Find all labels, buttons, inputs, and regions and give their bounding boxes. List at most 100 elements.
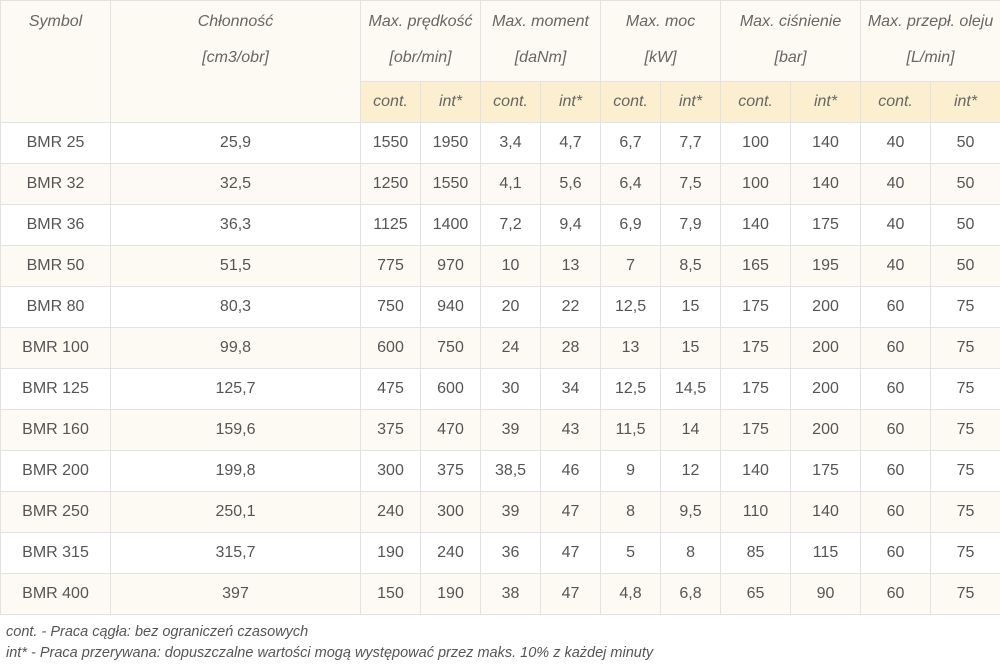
cell-value: 24 (480, 327, 542, 369)
cell-displacement: 51,5 (110, 245, 361, 287)
cell-value: 9,4 (540, 204, 602, 246)
cell-value: 175 (720, 327, 792, 369)
cell-value: 38 (480, 573, 542, 615)
cell-value: 140 (720, 204, 792, 246)
subheader-cont: cont. (600, 81, 662, 123)
cell-value: 39 (480, 491, 542, 533)
header-speed: Max. prędkość [obr/min] (359, 0, 482, 82)
cell-value: 240 (419, 532, 482, 574)
footnote-cont: cont. - Praca cągła: bez ograniczeń czas… (6, 624, 309, 640)
cell-symbol: BMR 25 (0, 122, 111, 164)
cell-value: 20 (480, 286, 542, 328)
cell-value: 1550 (419, 163, 482, 205)
cell-value: 12 (660, 450, 722, 492)
table-row: BMR 80 80,3 750 940 20 22 12,5 15 175 200 60 75 (0, 286, 1000, 328)
subheader-int: int* (660, 81, 722, 123)
cell-value: 1125 (360, 204, 421, 246)
cell-displacement: 36,3 (110, 204, 361, 246)
header-displacement: Chłonność [cm3/obr] (110, 0, 361, 123)
header-symbol: Symbol (0, 0, 111, 123)
cell-value: 4,8 (600, 573, 662, 615)
cell-value: 46 (540, 450, 602, 492)
cell-value: 85 (720, 532, 792, 574)
header-pressure-title: Max. ciśnienie (739, 13, 842, 30)
cell-value: 7 (600, 245, 662, 287)
cell-value: 60 (860, 573, 932, 615)
cell-value: 75 (930, 532, 1000, 574)
cell-value: 600 (360, 327, 421, 369)
cell-value: 47 (540, 491, 602, 533)
cell-value: 60 (860, 409, 932, 451)
cell-value: 3,4 (480, 122, 542, 164)
cell-value: 175 (720, 368, 792, 410)
cell-value: 1250 (360, 163, 421, 205)
cell-displacement: 250,1 (110, 491, 361, 533)
table-row: BMR 200 199,8 300 375 38,5 46 9 12 140 175 60 75 (0, 450, 1000, 492)
cell-value: 50 (930, 122, 1000, 164)
header-pressure: Max. ciśnienie [bar] (720, 0, 862, 82)
cell-value: 7,7 (660, 122, 722, 164)
cell-value: 9,5 (660, 491, 722, 533)
cell-value: 115 (790, 532, 862, 574)
cell-value: 75 (930, 450, 1000, 492)
header-oil-flow-unit: [L/min] (906, 49, 955, 66)
cell-value: 50 (930, 163, 1000, 205)
cell-displacement: 25,9 (110, 122, 361, 164)
cell-value: 11,5 (600, 409, 662, 451)
table-row: BMR 315 315,7 190 240 36 47 5 8 85 115 60 75 (0, 532, 1000, 574)
cell-value: 28 (540, 327, 602, 369)
header-pressure-unit: [bar] (774, 49, 807, 66)
cell-value: 50 (930, 204, 1000, 246)
cell-value: 6,4 (600, 163, 662, 205)
cell-value: 6,8 (660, 573, 722, 615)
cell-value: 47 (540, 573, 602, 615)
cell-symbol: BMR 200 (0, 450, 111, 492)
header-speed-title: Max. prędkość (368, 13, 473, 30)
cell-displacement: 397 (110, 573, 361, 615)
cell-value: 8,5 (660, 245, 722, 287)
table-row: BMR 125 125,7 475 600 30 34 12,5 14,5 175 200 60 75 (0, 368, 1000, 410)
cell-value: 4,7 (540, 122, 602, 164)
cell-value: 100 (720, 122, 792, 164)
cell-value: 60 (860, 368, 932, 410)
cell-value: 90 (790, 573, 862, 615)
header-displacement-unit: [cm3/obr] (202, 49, 269, 66)
subheader-int: int* (419, 81, 482, 123)
cell-value: 12,5 (600, 286, 662, 328)
cell-displacement: 125,7 (110, 368, 361, 410)
header-torque-unit: [daNm] (514, 49, 567, 66)
cell-value: 200 (790, 286, 862, 328)
subheader-cont: cont. (480, 81, 542, 123)
cell-value: 200 (790, 409, 862, 451)
header-power-title: Max. moc (625, 13, 696, 30)
cell-value: 75 (930, 368, 1000, 410)
cell-value: 175 (790, 450, 862, 492)
subheader-cont: cont. (860, 81, 932, 123)
footnotes: cont. - Praca cągła: bez ograniczeń czas… (6, 622, 653, 664)
cell-value: 375 (360, 409, 421, 451)
cell-value: 60 (860, 532, 932, 574)
table-row: BMR 160 159,6 375 470 39 43 11,5 14 175 200 60 75 (0, 409, 1000, 451)
cell-value: 940 (419, 286, 482, 328)
cell-value: 39 (480, 409, 542, 451)
cell-value: 40 (860, 163, 932, 205)
header-symbol-label: Symbol (28, 13, 83, 30)
cell-value: 60 (860, 286, 932, 328)
cell-value: 600 (419, 368, 482, 410)
cell-value: 75 (930, 327, 1000, 369)
cell-value: 60 (860, 491, 932, 533)
cell-displacement: 80,3 (110, 286, 361, 328)
cell-value: 13 (540, 245, 602, 287)
table-row: BMR 400 397 150 190 38 47 4,8 6,8 65 90 60 75 (0, 573, 1000, 615)
cell-value: 15 (660, 327, 722, 369)
cell-value: 750 (419, 327, 482, 369)
cell-value: 190 (360, 532, 421, 574)
header-torque: Max. moment [daNm] (480, 0, 602, 82)
header-oil-flow: Max. przepł. oleju [L/min] (860, 0, 1000, 82)
cell-value: 10 (480, 245, 542, 287)
table-row: BMR 36 36,3 1125 1400 7,2 9,4 6,9 7,9 140 175 40 50 (0, 204, 1000, 246)
cell-symbol: BMR 250 (0, 491, 111, 533)
cell-value: 34 (540, 368, 602, 410)
cell-value: 750 (360, 286, 421, 328)
cell-symbol: BMR 36 (0, 204, 111, 246)
